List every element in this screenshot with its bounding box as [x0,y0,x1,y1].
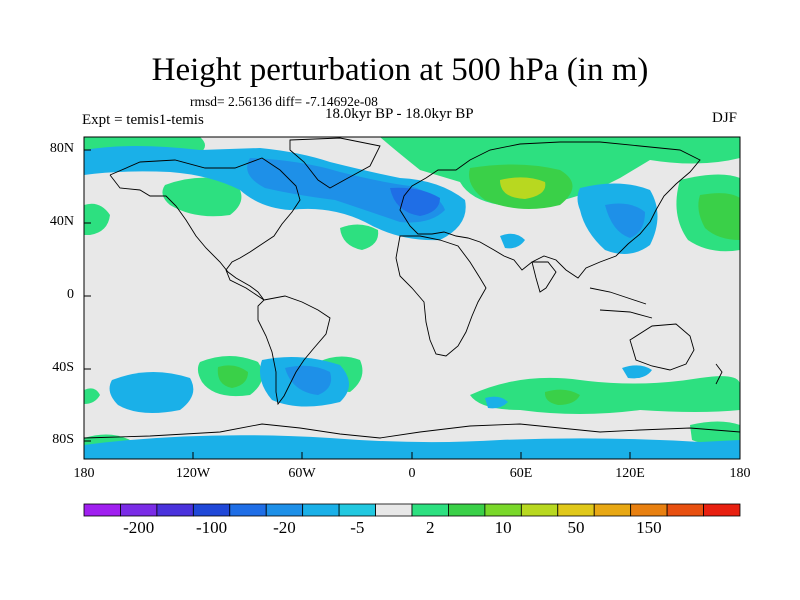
colorbar-swatch [484,503,522,517]
colorbar-swatch [302,503,340,517]
season-label: DJF [712,110,738,126]
colorbar-label: -5 [350,518,365,537]
se-pacific-positive-core [217,365,248,388]
colorbar-swatch [265,503,304,517]
lon-label-120w: 120W [175,466,211,481]
colorbar-label: 50 [567,518,585,537]
colorbar-swatch [120,503,158,517]
mediterranean-negative [500,233,525,249]
colorbar-swatch [630,503,668,517]
figure-title: Height perturbation at 500 hPa (in m) [151,52,649,88]
colorbar-swatch [593,503,632,517]
colorbar-label: 10 [494,518,512,537]
lat-label-40s: 40S [52,360,74,375]
coast-maritime [589,287,653,319]
colorbar-swatch [703,503,741,517]
n-pacific-positive-core [698,193,740,240]
colorbar-swatch [411,503,449,517]
lat-label-80s: 80S [52,432,74,447]
experiment-label: Expt = temis1-temis [82,112,204,128]
s-indian-positive-band [470,376,740,414]
colorbar-swatch [156,503,194,517]
coast-greenland [289,137,381,189]
lat-label-eq: 0 [67,287,74,302]
coast-australia [629,323,695,371]
patagonia-negative-core [285,365,332,395]
europe-negative-min [390,187,440,216]
colorbar-swatch [448,503,486,517]
colorbar-swatch [229,503,267,517]
colorbar-swatch [83,503,121,517]
coastlines [84,137,740,439]
e-asia-negative-core [605,203,645,238]
s-ocean-positive-patch [84,388,100,404]
colorbar-label: 2 [425,518,435,537]
coast-south-america [257,295,331,406]
coast-africa [395,235,487,357]
colorbar-label: -200 [123,518,155,537]
time-period: 18.0kyr BP - 18.0kyr BP [325,106,474,122]
w-pacific-positive [84,203,110,235]
antarctic-negative [84,435,740,459]
colorbar [83,503,741,517]
lat-label-40n: 40N [49,214,74,229]
lon-label-120e: 120E [615,466,645,481]
lat-label-80n: 80N [49,141,74,156]
n-asia-max [500,177,546,199]
colorbar-label: -20 [273,518,296,537]
colorbar-swatch [557,503,595,517]
colorbar-swatch [666,503,704,517]
lon-label-0: 0 [408,466,416,481]
colorbar-swatch [338,503,376,517]
coast-eurasia [399,141,701,279]
lon-label-60w: 60W [288,466,316,481]
atlantic-positive-patch [340,224,379,250]
rmsd-stats: rmsd= 2.56136 diff= -7.14692e-08 [190,94,378,109]
coast-antarctica [84,423,740,439]
s-indian-positive-core [544,389,580,405]
colorbar-swatch [192,503,231,517]
lon-label-180w: 180 [73,466,95,481]
coast-north-america [109,157,301,301]
colorbar-swatch [375,503,413,517]
lon-label-180e: 180 [729,466,751,481]
colorbar-label: 150 [636,518,662,537]
colorbar-swatch [520,503,559,517]
coast-new-zealand [715,363,723,385]
ne-pacific-positive [162,177,242,217]
lon-label-60e: 60E [509,466,533,481]
n-atlantic-negative-core [247,158,445,223]
coast-india [531,261,557,293]
axis-ticks [83,149,741,459]
colorbar-label: -100 [195,518,228,537]
s-indian-negative-patch [622,365,652,379]
antarctic-positive-east [690,421,740,446]
s-pacific-negative [109,371,194,414]
s-atlantic-negative-patch [485,396,508,409]
contour-field [84,137,740,459]
n-atlantic-negative [84,146,466,241]
